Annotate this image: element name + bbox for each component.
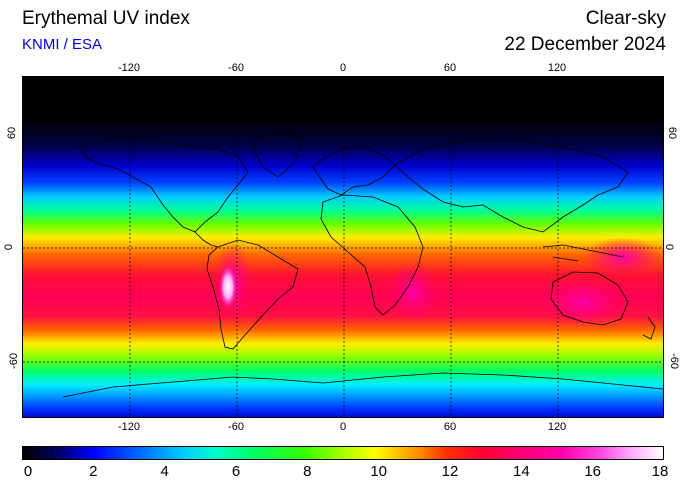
chart-date: 22 December 2024: [504, 34, 666, 55]
sky-condition: Clear-sky: [585, 8, 666, 29]
top-lon-tick-120: 120: [547, 62, 567, 74]
uv-map: [22, 76, 664, 418]
coast-south-america: [206, 239, 299, 350]
bottom-lon-tick-120: 120: [547, 421, 567, 433]
left-lat-tick-60: 60: [6, 126, 19, 140]
right-lat-tick--60: -60: [667, 353, 680, 369]
chart-subtitle: KNMI / ESA: [22, 36, 103, 53]
colorbar-tick-12: 12: [441, 463, 459, 480]
top-lon-tick-60: 60: [443, 62, 457, 74]
australia-high-uv: [538, 277, 628, 327]
colorbar-tick-10: 10: [370, 463, 387, 480]
colorbar-tick-16: 16: [584, 463, 601, 480]
coast-australia: [550, 271, 629, 326]
uv-map-svg: [23, 77, 663, 417]
coast-central-america: [194, 231, 219, 248]
coast-greenland: [252, 132, 304, 178]
chart-title: Erythemal UV index: [22, 8, 190, 29]
uv-colorbar: [22, 446, 664, 460]
left-lat-tick--60: -60: [7, 353, 20, 369]
colorbar-tick-14: 14: [512, 463, 530, 480]
coast-asia: [394, 138, 629, 233]
colorbar-tick-2: 2: [89, 463, 98, 480]
bottom-lon-tick--120: -120: [117, 421, 141, 433]
colorbar-tick-0: 0: [23, 463, 33, 480]
top-lon-tick--120: -120: [117, 62, 141, 74]
coast-europe: [312, 146, 396, 196]
right-lat-tick-60: 60: [666, 126, 679, 140]
colorbar-tick-8: 8: [303, 463, 312, 480]
coast-indonesia: [542, 244, 624, 262]
left-lat-tick-0: 0: [3, 243, 16, 251]
colorbar-tick-4: 4: [160, 463, 169, 480]
bottom-lon-tick--60: -60: [228, 421, 244, 433]
right-lat-tick-0: 0: [663, 243, 676, 251]
coast-africa: [320, 194, 424, 316]
coast-antarctica: [62, 372, 663, 398]
top-lon-tick--60: -60: [228, 62, 244, 74]
bottom-lon-tick-60: 60: [443, 421, 457, 433]
coast-north-america: [77, 136, 249, 233]
top-lon-tick-0: 0: [339, 62, 347, 74]
coastlines: [62, 132, 663, 398]
andes-extreme-uv: [219, 265, 237, 309]
colorbar-tick-6: 6: [231, 463, 241, 480]
colorbar-tick-18: 18: [651, 463, 669, 480]
bottom-lon-tick-0: 0: [339, 421, 347, 433]
southern-africa-high-uv: [387, 262, 439, 322]
coast-new-zealand: [642, 316, 656, 340]
